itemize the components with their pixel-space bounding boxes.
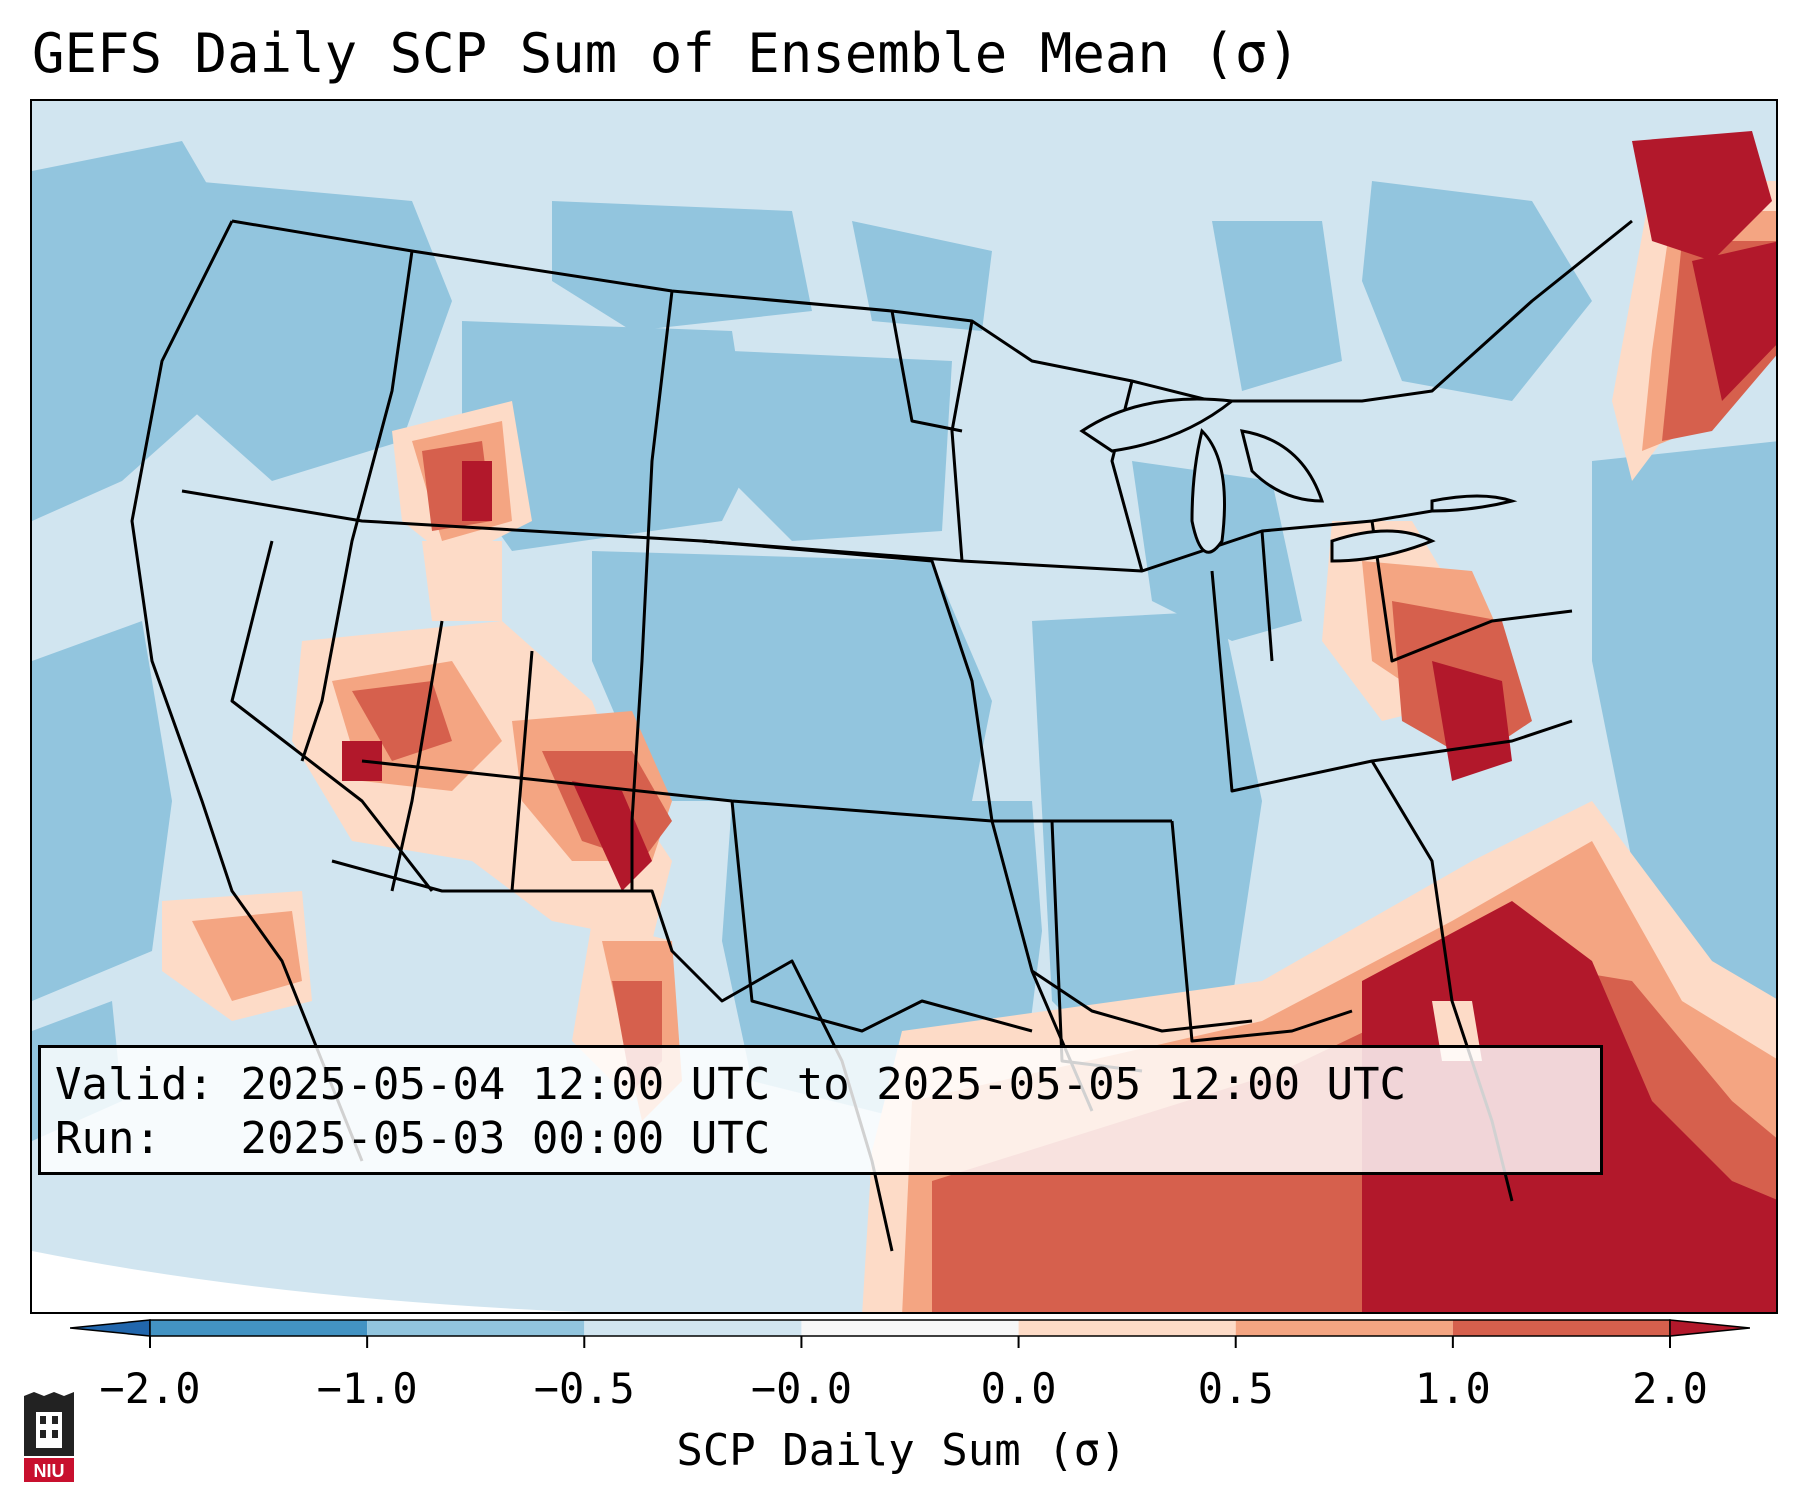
colorbar	[70, 1319, 1750, 1348]
colorbar-tick-label: −1.0	[316, 1364, 418, 1413]
great-lakes	[1079, 397, 1518, 563]
colorbar-tick-label: −2.0	[99, 1364, 201, 1413]
colorbar-segment	[801, 1320, 1019, 1336]
colorbar-tick-label: −0.0	[750, 1364, 852, 1413]
run-label: Run:	[55, 1113, 161, 1164]
logo-text: NIU	[34, 1461, 65, 1481]
colorbar-under-extension	[70, 1319, 151, 1337]
colorbar-segments	[149, 1319, 1671, 1337]
colorbar-segment	[1452, 1320, 1670, 1336]
map-title: GEFS Daily SCP Sum of Ensemble Mean (σ)	[32, 22, 1300, 85]
validity-info-box: Valid: 2025-05-04 12:00 UTC to 2025-05-0…	[38, 1045, 1603, 1175]
political-boundaries	[130, 219, 1633, 1252]
colorbar-ticks	[149, 1336, 1671, 1348]
colorbar-tick-label: 1.0	[1414, 1364, 1491, 1413]
colorbar-tick-label: 2.0	[1632, 1364, 1708, 1413]
colorbar-segment	[584, 1320, 802, 1336]
colorbar-over-extension	[1669, 1319, 1750, 1337]
valid-time-range: 2025-05-04 12:00 UTC to 2025-05-05 12:00…	[240, 1059, 1407, 1110]
colorbar-tick-label: −0.5	[533, 1364, 635, 1413]
colorbar-segment	[1235, 1320, 1453, 1336]
niu-logo-icon: NIU	[24, 1392, 74, 1482]
colorbar-tick-label: 0.0	[980, 1364, 1057, 1413]
colorbar-label: SCP Daily Sum (σ)	[676, 1425, 1127, 1476]
valid-label: Valid:	[55, 1059, 214, 1110]
colorbar-tick-label: 0.5	[1197, 1364, 1274, 1413]
colorbar-segment	[150, 1320, 368, 1336]
colorbar-segment	[1018, 1320, 1236, 1336]
colorbar-segment	[367, 1320, 585, 1336]
run-time: 2025-05-03 00:00 UTC	[240, 1113, 771, 1164]
